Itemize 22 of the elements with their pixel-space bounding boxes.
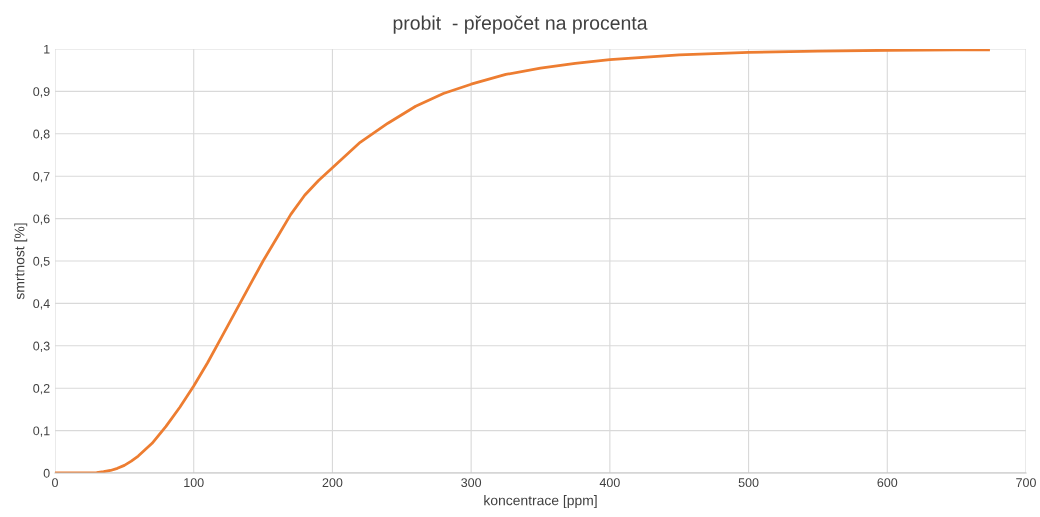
y-tick-label: 0,3: [33, 341, 50, 352]
x-tick-label: 700: [1016, 478, 1036, 488]
y-tick-label: 1: [44, 44, 50, 54]
y-tick-label: 0: [43, 468, 50, 478]
x-tick-label: 0: [52, 478, 58, 488]
y-tick-label: 0,1: [33, 426, 50, 437]
chart-title: probit - přepočet na procenta: [393, 15, 648, 34]
x-tick-label: 400: [599, 478, 620, 488]
y-axis-title: smrtnost [%]: [14, 223, 28, 300]
y-tick-label: 0,9: [33, 87, 50, 98]
x-tick-label: 600: [877, 478, 898, 488]
x-tick-label: 500: [738, 478, 759, 488]
y-tick-label: 0,4: [33, 299, 50, 310]
x-tick-label: 100: [184, 478, 204, 488]
y-tick-label: 0,2: [33, 384, 50, 395]
y-tick-label: 0,5: [33, 256, 50, 268]
y-tick-label: 0,7: [33, 172, 50, 183]
y-tick-label: 0,8: [33, 129, 50, 140]
y-tick-label: 0,6: [33, 214, 50, 225]
x-tick-label: 200: [322, 478, 343, 488]
x-axis-title: koncentrace [ppm]: [484, 495, 597, 509]
x-tick-label: 300: [461, 478, 482, 488]
